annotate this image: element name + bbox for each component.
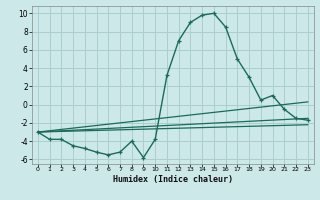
X-axis label: Humidex (Indice chaleur): Humidex (Indice chaleur) <box>113 175 233 184</box>
